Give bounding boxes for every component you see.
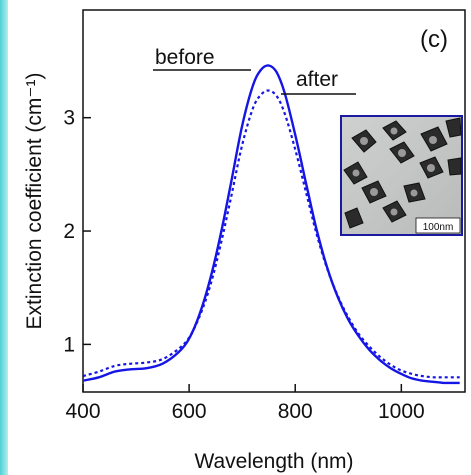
y-axis: 1 2 3	[63, 107, 91, 356]
y-axis-label: Extinction coefficient (cm⁻¹)	[23, 73, 46, 330]
x-tick-label: 400	[65, 400, 100, 423]
y-tick-label: 1	[63, 333, 75, 356]
panel-label: (c)	[420, 26, 448, 53]
series-before-line	[82, 64, 460, 385]
label-after: after	[296, 68, 338, 91]
x-axis: 400 600 800 1000	[65, 384, 425, 423]
series-after-line	[82, 89, 460, 379]
y-tick-label: 3	[63, 107, 75, 130]
y-tick-label: 2	[63, 220, 75, 243]
x-tick-label: 600	[172, 400, 207, 423]
plot-frame	[82, 9, 466, 393]
slide-edge	[0, 0, 8, 475]
scale-bar-label: 100nm	[423, 222, 454, 233]
label-before: before	[155, 46, 215, 69]
tem-inset-image: 100nm	[340, 115, 463, 236]
x-tick-label: 800	[278, 400, 313, 423]
x-axis-label: Wavelength (nm)	[194, 450, 353, 473]
x-tick-label: 1000	[378, 400, 425, 423]
